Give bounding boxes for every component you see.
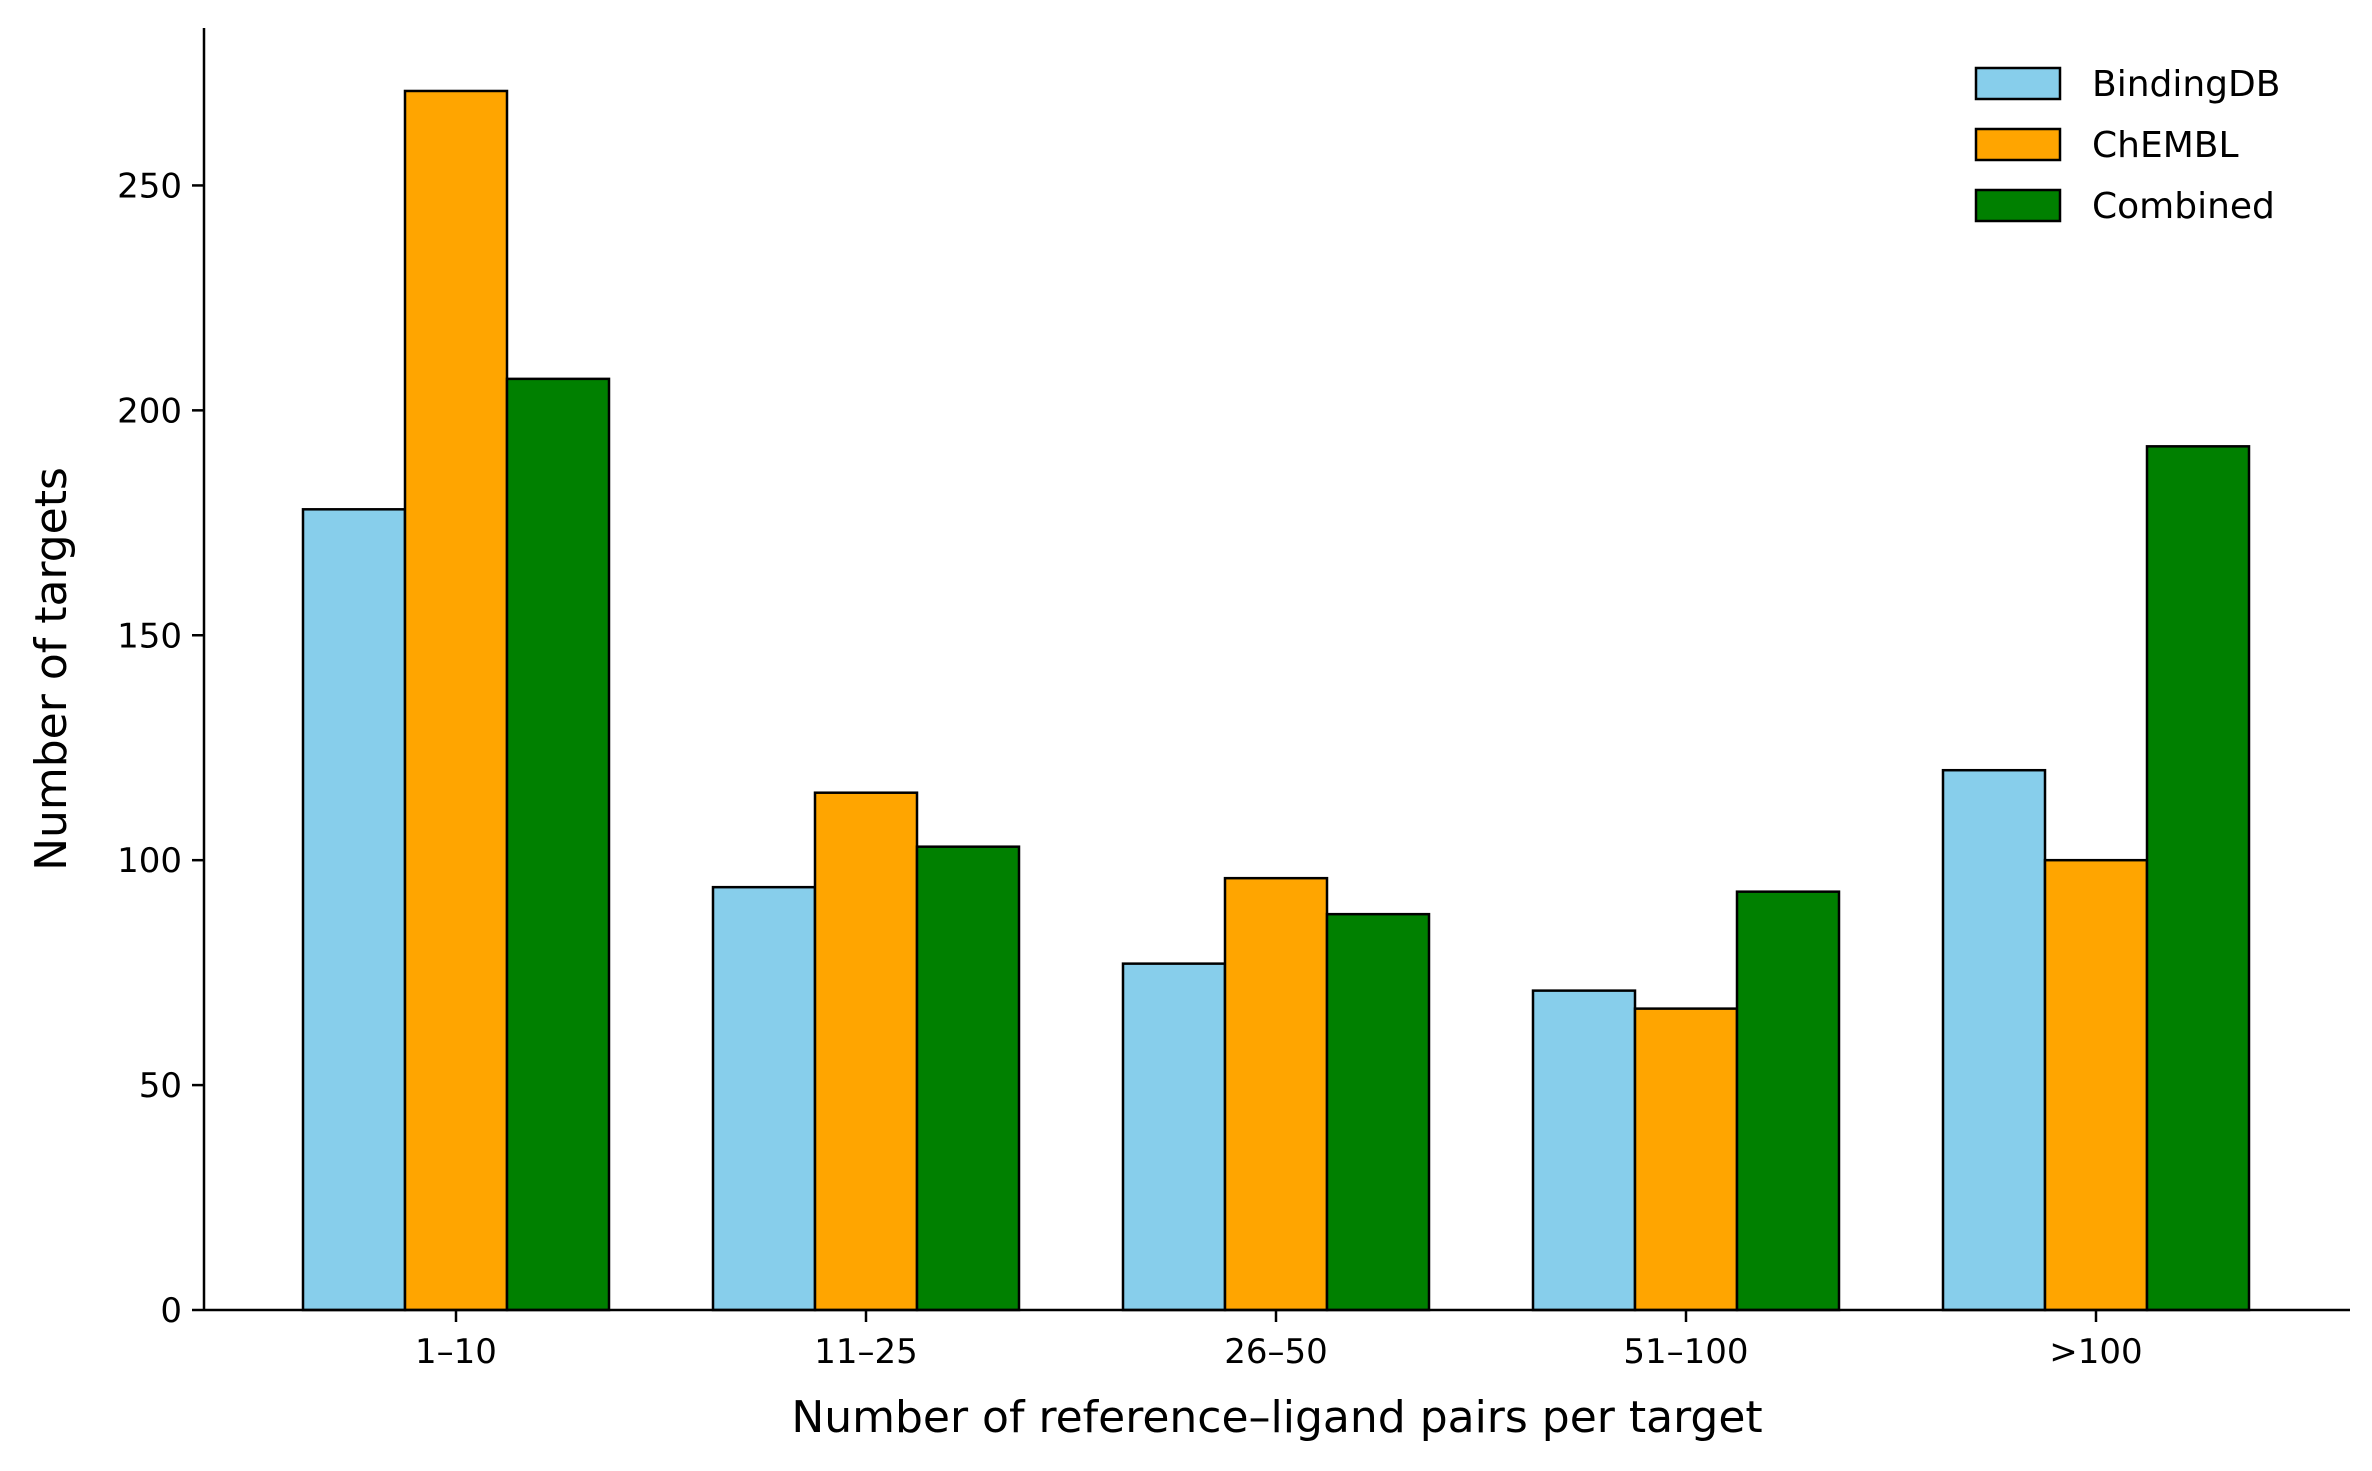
y-tick-label: 50 — [139, 1066, 182, 1106]
bar-combined-0 — [505, 377, 611, 1312]
legend-swatch-combined — [1974, 188, 2062, 223]
bar-combined-3 — [1735, 890, 1841, 1312]
x-tick-label: 51–100 — [1623, 1332, 1748, 1372]
y-tick-label: 150 — [117, 616, 182, 656]
bar-chembl-2 — [1223, 876, 1329, 1312]
bar-chembl-3 — [1633, 1007, 1739, 1312]
bar-bindingdb-0 — [301, 508, 407, 1312]
x-tick-label: 11–25 — [814, 1332, 918, 1372]
x-tick-label: 1–10 — [415, 1332, 497, 1372]
x-tick-label: 26–50 — [1224, 1332, 1328, 1372]
y-tick-label: 250 — [117, 166, 182, 206]
bar-bindingdb-4 — [1941, 768, 2047, 1312]
bar-combined-2 — [1325, 912, 1431, 1312]
y-tick-label: 200 — [117, 391, 182, 431]
bars-group — [301, 89, 2251, 1312]
legend-swatch-chembl — [1974, 127, 2062, 162]
bar-combined-4 — [2145, 445, 2251, 1312]
legend: BindingDB ChEMBL Combined — [1974, 64, 2280, 227]
y-tick-label: 0 — [160, 1291, 182, 1331]
y-ticks-group: 0 50 100 150 200 250 — [117, 166, 204, 1331]
y-tick-label: 100 — [117, 841, 182, 881]
bar-chembl-4 — [2043, 858, 2149, 1312]
bar-chembl-1 — [813, 791, 919, 1312]
bar-chembl-0 — [403, 89, 509, 1312]
y-axis-label: Number of targets — [26, 467, 77, 871]
x-tick-label: >100 — [2049, 1332, 2142, 1372]
legend-label-chembl: ChEMBL — [2092, 125, 2239, 166]
bar-bindingdb-3 — [1531, 989, 1637, 1312]
legend-label-combined: Combined — [2092, 186, 2275, 227]
x-ticks-group: 1–10 11–25 26–50 51–100 >100 — [415, 1310, 2143, 1372]
bar-bindingdb-1 — [711, 885, 817, 1312]
legend-label-bindingdb: BindingDB — [2092, 64, 2280, 105]
bar-bindingdb-2 — [1121, 962, 1227, 1312]
x-axis-label: Number of reference–ligand pairs per tar… — [791, 1392, 1762, 1443]
bar-combined-1 — [915, 845, 1021, 1312]
legend-swatch-bindingdb — [1974, 66, 2062, 101]
